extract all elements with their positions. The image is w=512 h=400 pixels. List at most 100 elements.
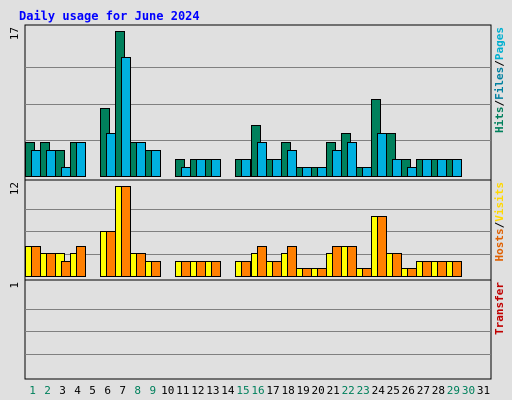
bar-hosts-day-23: [362, 268, 372, 277]
bar-files-day-18: [287, 150, 297, 177]
bar-hits-day-3: [55, 150, 65, 177]
x-tick-label-day-6: 6: [104, 384, 111, 397]
x-tick-label-day-18: 18: [281, 384, 294, 397]
bar-files-day-7: [121, 57, 131, 177]
legend-part: /: [493, 221, 506, 228]
bar-files-day-28: [437, 159, 447, 177]
bar-files-day-27: [422, 159, 432, 177]
bar-hosts-day-27: [422, 261, 432, 277]
legend-part: Pages: [493, 27, 506, 60]
panel-legend-label: Hosts/Visits: [493, 182, 506, 262]
bar-hosts-day-28: [437, 261, 447, 277]
bar-files-day-16: [257, 142, 267, 177]
bar-hosts-day-2: [46, 253, 56, 277]
bar-files-day-24: [377, 133, 387, 177]
x-tick-label-day-25: 25: [387, 384, 400, 397]
x-tick-label-day-4: 4: [74, 384, 81, 397]
legend-part: /: [493, 100, 506, 107]
x-tick-label-day-16: 16: [251, 384, 264, 397]
x-tick-label-day-29: 29: [447, 384, 460, 397]
x-tick-label-day-20: 20: [311, 384, 324, 397]
x-tick-label-day-30: 30: [462, 384, 475, 397]
y-max-label: 12: [8, 182, 21, 195]
x-tick-label-day-24: 24: [372, 384, 386, 397]
x-tick-label-day-8: 8: [134, 384, 141, 397]
bar-hosts-day-3: [61, 261, 71, 277]
panel-legend-label: Hits/Files/Pages: [493, 27, 506, 133]
x-tick-label-day-31: 31: [477, 384, 490, 397]
bar-files-day-26: [407, 167, 417, 177]
legend-part: Hits: [493, 107, 506, 134]
bar-hosts-day-12: [196, 261, 206, 277]
legend-part: Files: [493, 67, 506, 100]
bar-hosts-day-25: [392, 253, 402, 277]
bar-hosts-day-11: [181, 261, 191, 277]
bar-hosts-day-6: [106, 231, 116, 277]
bar-hosts-day-20: [317, 268, 327, 277]
bar-files-day-22: [347, 142, 357, 177]
x-tick-label-day-26: 26: [402, 384, 415, 397]
legend-part: Hosts: [493, 228, 506, 261]
bar-hosts-day-17: [272, 261, 282, 277]
x-tick-label-day-28: 28: [432, 384, 445, 397]
bar-files-day-23: [362, 167, 372, 177]
panel-frame: [24, 279, 492, 380]
x-tick-label-day-27: 27: [417, 384, 430, 397]
bar-hosts-day-1: [31, 246, 41, 277]
bar-hosts-day-22: [347, 246, 357, 277]
bar-files-day-21: [332, 150, 342, 177]
legend-part: /: [493, 60, 506, 67]
x-tick-label-day-17: 17: [266, 384, 279, 397]
bar-files-day-17: [272, 159, 282, 177]
bar-files-day-6: [106, 133, 116, 177]
bar-files-day-25: [392, 159, 402, 177]
bar-hosts-day-7: [121, 186, 131, 277]
x-tick-label-day-11: 11: [176, 384, 189, 397]
bar-hosts-day-18: [287, 246, 297, 277]
bar-hosts-day-26: [407, 268, 417, 277]
x-tick-label-day-5: 5: [89, 384, 96, 397]
legend-part: Transfer: [493, 282, 506, 335]
bar-files-day-9: [151, 150, 161, 177]
panel-hv: 12 Hosts/Visits: [8, 179, 506, 281]
x-tick-label-day-3: 3: [59, 384, 66, 397]
x-tick-label-day-12: 12: [191, 384, 204, 397]
x-tick-label-day-13: 13: [206, 384, 219, 397]
bar-files-day-8: [136, 142, 146, 177]
bar-files-day-3: [61, 167, 71, 177]
y-max-label: 1: [8, 282, 21, 289]
bar-hosts-day-29: [452, 261, 462, 277]
bar-hosts-day-24: [377, 216, 387, 277]
y-max-label: 17: [8, 27, 21, 40]
bar-files-day-1: [31, 150, 41, 177]
x-tick-label-day-15: 15: [236, 384, 249, 397]
bar-hosts-day-13: [211, 261, 221, 277]
bar-hosts-day-15: [241, 261, 251, 277]
x-tick-label-day-14: 14: [221, 384, 235, 397]
x-tick-label-day-9: 9: [149, 384, 156, 397]
bar-hosts-day-16: [257, 246, 267, 277]
bar-files-day-4: [76, 142, 86, 177]
bar-files-day-13: [211, 159, 221, 177]
bar-hosts-day-19: [302, 268, 312, 277]
x-tick-label-day-7: 7: [119, 384, 126, 397]
chart-title: Daily usage for June 2024: [19, 9, 200, 23]
bar-files-day-15: [241, 159, 251, 177]
bar-hosts-day-21: [332, 246, 342, 277]
bar-files-day-20: [317, 167, 327, 177]
x-tick-label-day-2: 2: [44, 384, 51, 397]
x-tick-label-day-22: 22: [342, 384, 355, 397]
legend-part: Visits: [493, 182, 506, 222]
panel-tr: 1 Transfer: [8, 279, 506, 380]
x-tick-label-day-23: 23: [357, 384, 370, 397]
bar-files-day-12: [196, 159, 206, 177]
x-tick-label-day-10: 10: [161, 384, 174, 397]
panel-legend-label: Transfer: [493, 282, 506, 335]
x-tick-label-day-1: 1: [29, 384, 36, 397]
bar-files-day-29: [452, 159, 462, 177]
x-tick-label-day-21: 21: [327, 384, 340, 397]
bar-hosts-day-4: [76, 246, 86, 277]
